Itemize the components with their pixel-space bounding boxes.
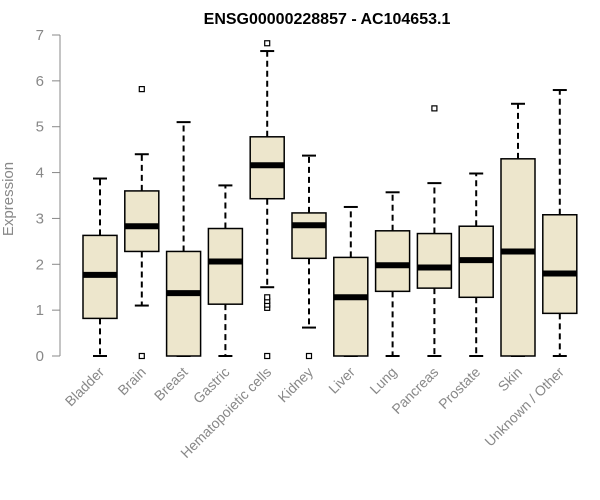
x-tick-label: Brain (114, 364, 148, 398)
y-tick-label: 1 (36, 302, 44, 319)
box-lung (374, 191, 411, 357)
y-tick-label: 4 (36, 165, 44, 182)
outlier-point (431, 105, 438, 112)
y-tick-label: 3 (36, 210, 44, 227)
iqr-box (124, 190, 160, 253)
outlier-point (264, 352, 271, 360)
iqr-box (542, 214, 578, 315)
outlier-point (138, 86, 145, 93)
iqr-box (291, 212, 327, 260)
x-tick-label: Liver (325, 364, 358, 397)
iqr-box (333, 256, 369, 357)
outlier-point (264, 294, 271, 301)
outlier-point (305, 352, 313, 360)
box-hematopoietic-cells (249, 40, 285, 360)
iqr-box (165, 250, 202, 357)
x-tick-label: Bladder (62, 364, 108, 410)
y-tick-label: 5 (36, 119, 44, 136)
box-unknown-other (542, 89, 578, 357)
y-tick-label: 7 (36, 27, 44, 44)
x-tick-label: Unknown / Other (481, 364, 567, 450)
x-tick-label: Lung (366, 364, 399, 397)
x-tick-label: Breast (151, 364, 191, 404)
y-axis-ticks: 0 1 2 3 4 5 6 7 (36, 27, 60, 365)
box-bladder (82, 177, 118, 357)
box-skin (500, 102, 536, 357)
box-breast (165, 121, 202, 357)
iqr-box (207, 227, 244, 305)
chart-title: ENSG00000228857 - AC104653.1 (204, 11, 451, 28)
x-tick-label: Skin (495, 364, 526, 395)
outlier-point (264, 40, 271, 47)
outlier-point (138, 352, 145, 360)
y-axis-label: Expression (0, 162, 17, 236)
box-pancreas (416, 105, 453, 357)
y-tick-label: 0 (36, 348, 44, 365)
box-kidney (291, 154, 327, 360)
x-tick-label: Prostate (435, 364, 483, 412)
x-tick-label: Kidney (275, 364, 317, 406)
box-liver (333, 205, 369, 357)
box-prostate (458, 172, 494, 357)
box-gastric (207, 184, 244, 357)
y-tick-label: 2 (36, 256, 44, 273)
box-brain (124, 86, 160, 360)
box-series (82, 40, 578, 360)
iqr-box (374, 230, 411, 293)
y-tick-label: 6 (36, 73, 44, 90)
iqr-box (500, 158, 536, 357)
iqr-box (416, 232, 453, 289)
